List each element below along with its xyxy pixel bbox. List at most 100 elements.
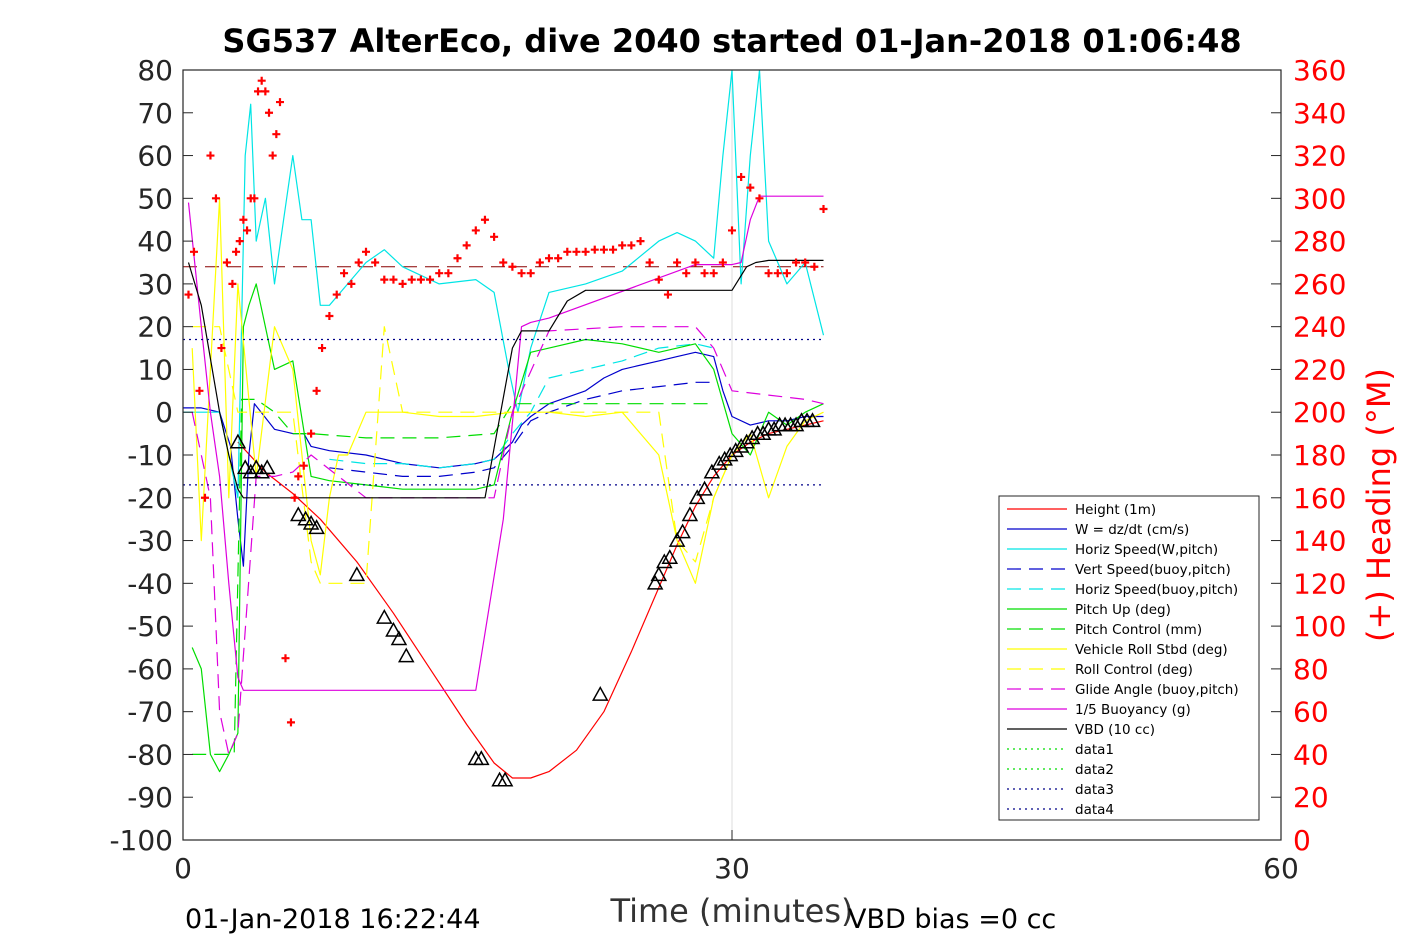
heading-marker [340,269,349,278]
x-axis: 0 30 60 [174,830,1299,885]
heading-marker [636,237,645,246]
y-left-tick-label: -20 [127,482,173,515]
legend-label-8: Roll Control (deg) [1075,662,1193,678]
footer-timestamp: 01-Jan-2018 16:22:44 [185,904,481,935]
heading-marker [590,245,599,254]
y-right-tick-label: 80 [1293,653,1329,686]
y-left-tick-label: -90 [127,781,173,814]
heading-marker [371,258,380,267]
x-axis-label: Time (minutes) [610,892,854,930]
heading-marker [746,183,755,192]
heading-marker [426,275,435,284]
heading-marker [261,87,270,96]
legend-label-12: data1 [1075,742,1114,758]
heading-marker [737,172,746,181]
depth-marker [681,506,699,522]
heading-marker [654,275,663,284]
depth-marker [308,519,325,535]
y-left-tick-label: -40 [127,567,173,600]
heading-marker [462,241,471,250]
heading-marker [691,258,700,267]
y-right-tick-label: 0 [1293,824,1311,857]
heading-marker [228,279,237,288]
depth-marker [732,437,750,453]
heading-marker [281,654,290,663]
heading-marker [200,493,209,502]
heading-marker [728,226,736,235]
heading-marker [222,258,231,267]
heading-marker [755,194,764,203]
depth-marker [290,506,307,522]
heading-marker [444,269,453,278]
depth-marker [661,549,679,565]
depth-marker [397,647,415,663]
depth-marker [591,686,609,701]
legend-label-4: Horiz Speed(buoy,pitch) [1075,582,1238,598]
heading-marker [318,344,327,353]
heading-marker [508,262,517,271]
y-left-tick-label: -30 [127,525,173,558]
heading-marker [254,87,263,96]
heading-marker [211,194,220,203]
heading-marker [718,258,727,267]
depth-marker [721,446,739,462]
y-right-tick-label: 260 [1293,268,1346,301]
legend-label-3: Vert Speed(buoy,pitch) [1075,562,1231,578]
heading-marker [195,386,204,395]
heading-marker [275,98,284,107]
depth-marker [473,750,490,766]
heading-marker [581,247,590,256]
depth-marker [743,429,761,445]
y-right-tick-label: 220 [1293,353,1346,386]
heading-marker [645,258,654,267]
depth-marker [376,609,393,624]
heading-marker [290,493,299,502]
depth-marker [765,420,783,436]
depth-marker [236,459,254,475]
series-line-8 [192,326,733,584]
heading-marker [499,258,508,267]
heading-marker [294,472,303,481]
heading-marker [700,269,709,278]
depth-marker [787,416,805,432]
depth-marker [385,621,402,637]
legend-label-5: Pitch Up (deg) [1075,602,1171,618]
heading-marker [599,245,608,254]
heading-marker [490,232,499,241]
legend-label-7: Vehicle Roll Stbd (deg) [1075,642,1228,658]
heading-marker [572,247,581,256]
heading-marker [407,275,416,284]
heading-marker [189,247,198,256]
legend-label-0: Height (1m) [1075,502,1156,518]
chart-title: SG537 AlterEco, dive 2040 started 01-Jan… [222,22,1241,60]
heading-marker [517,269,526,278]
depth-marker [727,442,744,458]
y-left-tick-label: 10 [137,353,173,386]
legend-label-15: data4 [1075,802,1114,818]
y-left-tick-label: -50 [127,610,173,643]
heading-marker [286,718,295,727]
y-right-tick-label: 300 [1293,182,1346,215]
heading-marker [563,247,572,256]
y-right-tick-label: 340 [1293,97,1346,130]
y-axis-right-label: (+) Heading (°M) [1360,368,1398,642]
series-line-2 [183,70,825,499]
legend-label-6: Pitch Control (mm) [1075,622,1202,638]
heading-marker [526,269,535,278]
series-line-3 [329,381,714,477]
heading-marker [773,269,782,278]
heading-marker [673,258,682,267]
y-left-tick-label: -60 [127,653,173,686]
legend-label-1: W = dz/dt (cm/s) [1075,522,1189,538]
y-axis-left: 80 70 60 50 40 30 20 10 0 -10 -20 -30 -40 -50 -60 -70 -8… [109,54,193,857]
heading-marker [709,269,718,278]
y-right-tick-label: 60 [1293,696,1329,729]
heading-marker [627,241,636,250]
y-left-tick-label: -80 [127,738,173,771]
depth-marker [710,455,728,470]
heading-marker [243,226,252,235]
heading-marker [435,269,444,278]
heading-marker [325,311,334,320]
y-right-tick-label: 320 [1293,140,1346,173]
